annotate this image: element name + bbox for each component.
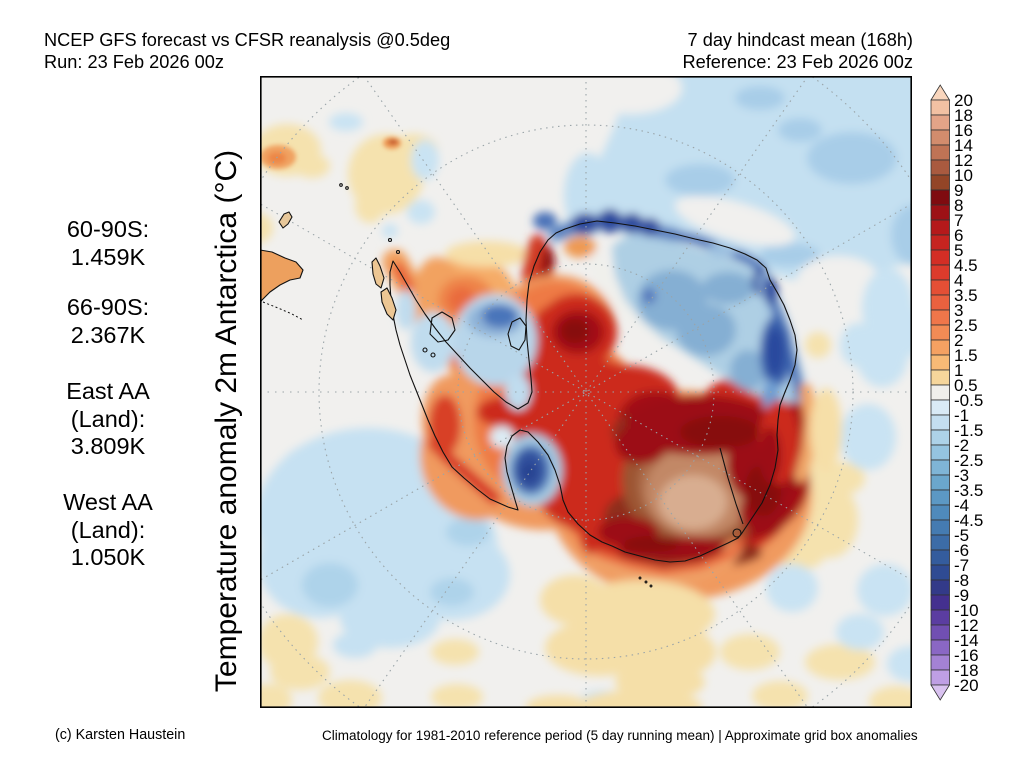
svg-text:10: 10 — [954, 166, 973, 185]
svg-text:0.5: 0.5 — [954, 376, 978, 395]
svg-text:-14: -14 — [954, 631, 979, 650]
svg-text:7: 7 — [954, 211, 963, 230]
svg-text:-2.5: -2.5 — [954, 451, 983, 470]
svg-text:9: 9 — [954, 181, 963, 200]
svg-text:18: 18 — [954, 106, 973, 125]
svg-text:1: 1 — [954, 361, 963, 380]
svg-text:3: 3 — [954, 301, 963, 320]
svg-text:6: 6 — [954, 226, 963, 245]
svg-text:-1: -1 — [954, 406, 969, 425]
svg-text:-6: -6 — [954, 541, 969, 560]
svg-text:-9: -9 — [954, 586, 969, 605]
svg-text:-3.5: -3.5 — [954, 481, 983, 500]
svg-text:-1.5: -1.5 — [954, 421, 983, 440]
svg-text:1.5: 1.5 — [954, 346, 978, 365]
svg-text:-10: -10 — [954, 601, 979, 620]
svg-text:-3: -3 — [954, 466, 969, 485]
svg-text:-18: -18 — [954, 661, 979, 680]
svg-text:-7: -7 — [954, 556, 969, 575]
svg-text:3.5: 3.5 — [954, 286, 978, 305]
svg-text:12: 12 — [954, 151, 973, 170]
svg-text:8: 8 — [954, 196, 963, 215]
svg-text:-5: -5 — [954, 526, 969, 545]
svg-text:5: 5 — [954, 241, 963, 260]
svg-text:14: 14 — [954, 136, 973, 155]
svg-text:2: 2 — [954, 331, 963, 350]
svg-text:16: 16 — [954, 121, 973, 140]
svg-text:-2: -2 — [954, 436, 969, 455]
svg-text:-4.5: -4.5 — [954, 511, 983, 530]
svg-text:20: 20 — [954, 91, 973, 110]
svg-text:-20: -20 — [954, 676, 979, 695]
svg-text:-12: -12 — [954, 616, 979, 635]
svg-text:-8: -8 — [954, 571, 969, 590]
svg-text:2.5: 2.5 — [954, 316, 978, 335]
svg-text:-16: -16 — [954, 646, 979, 665]
svg-text:-4: -4 — [954, 496, 969, 515]
svg-text:4.5: 4.5 — [954, 256, 978, 275]
svg-text:-0.5: -0.5 — [954, 391, 983, 410]
svg-text:4: 4 — [954, 271, 963, 290]
